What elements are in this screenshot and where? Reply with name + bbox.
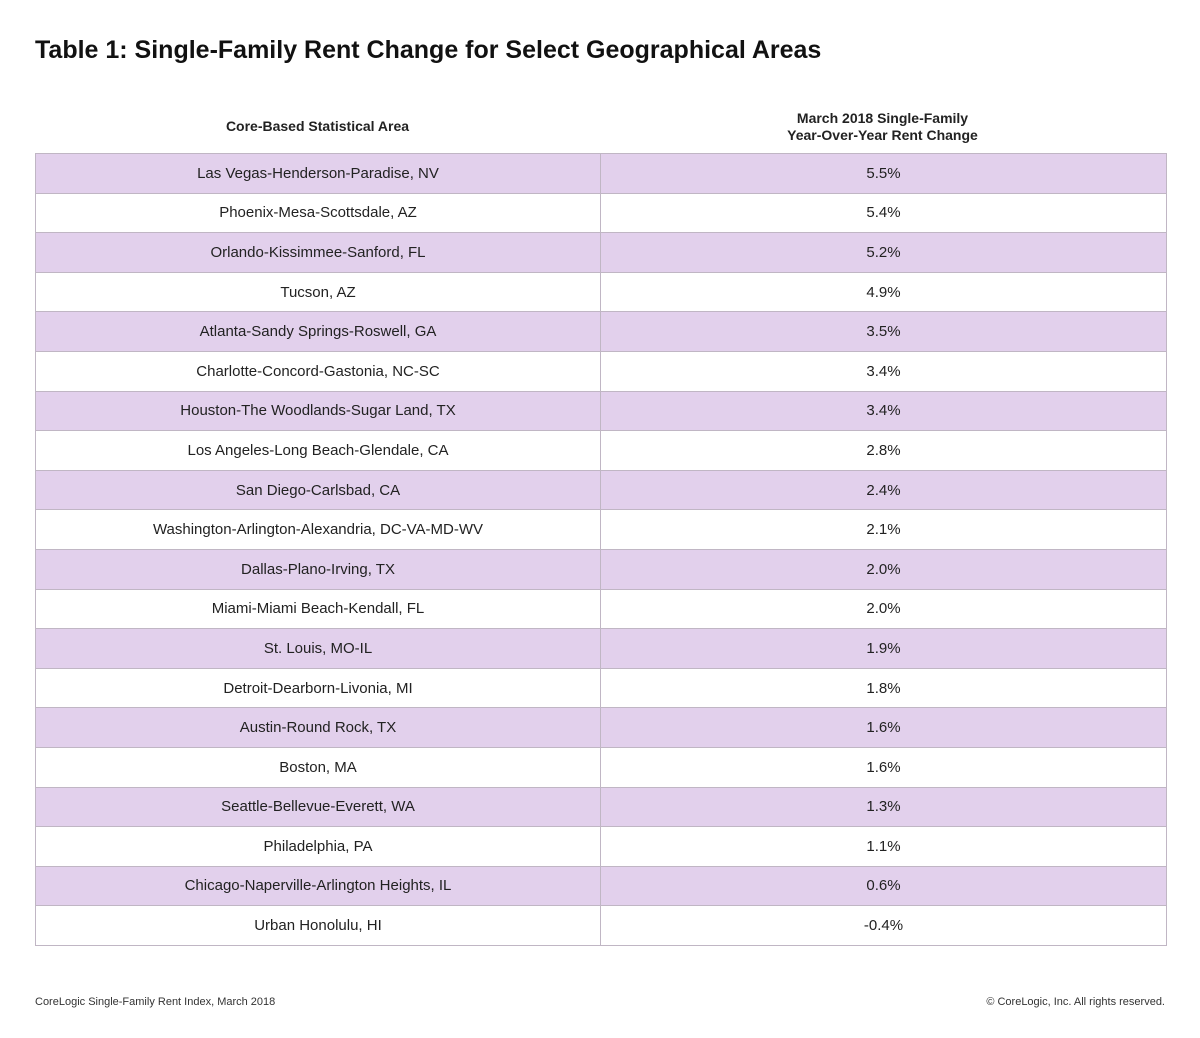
area-cell: Phoenix-Mesa-Scottsdale, AZ (36, 193, 601, 233)
rent-change-cell: 1.6% (866, 758, 901, 776)
table-row: San Diego-Carlsbad, CA 2.4% (36, 470, 1166, 511)
table-row: Austin-Round Rock, TX 1.6% (36, 708, 1166, 748)
rent-change-cell: 3.4% (866, 362, 901, 380)
area-cell: Seattle-Bellevue-Everett, WA (36, 787, 601, 827)
rent-change-cell: -0.4% (863, 917, 904, 935)
table-row: Orlando-Kissimmee-Sanford, FL 5.2% (36, 233, 1166, 273)
area-cell: Atlanta-Sandy Springs-Roswell, GA (36, 312, 601, 351)
rent-change-cell: 2.8% (866, 441, 901, 459)
rent-change-cell: 2.4% (866, 481, 901, 499)
table-row: Chicago-Naperville-Arlington Heights, IL… (36, 866, 1166, 907)
rent-change-cell: 1.1% (866, 837, 901, 855)
table-row: Atlanta-Sandy Springs-Roswell, GA 3.5% (36, 312, 1166, 352)
column-header-area: Core-Based Statistical Area (225, 118, 410, 134)
rent-change-cell: 2.1% (866, 521, 901, 539)
rent-change-cell: 1.3% (866, 798, 901, 816)
area-cell: Houston-The Woodlands-Sugar Land, TX (36, 391, 601, 431)
table-row: Tucson, AZ 4.9% (36, 272, 1166, 313)
area-cell: Urban Honolulu, HI (36, 906, 601, 945)
table-row: Detroit-Dearborn-Livonia, MI 1.8% (36, 668, 1166, 709)
table-row: Seattle-Bellevue-Everett, WA 1.3% (36, 787, 1166, 828)
rent-change-cell: 0.6% (866, 877, 901, 895)
area-cell: Miami-Miami Beach-Kendall, FL (36, 589, 601, 629)
rent-change-cell: 3.5% (866, 323, 901, 341)
area-cell: Chicago-Naperville-Arlington Heights, IL (36, 866, 601, 906)
table-row: Philadelphia, PA 1.1% (36, 827, 1166, 867)
table-row: Phoenix-Mesa-Scottsdale, AZ 5.4% (36, 193, 1166, 234)
column-header-rent-change-line2: Year-Over-Year Rent Change (787, 126, 978, 143)
area-cell: Boston, MA (36, 747, 601, 787)
area-cell: St. Louis, MO-IL (36, 629, 601, 668)
rent-change-cell: 1.9% (866, 639, 901, 657)
rent-change-cell: 2.0% (866, 600, 901, 618)
column-header-rent-change-line1: March 2018 Single-Family (796, 109, 969, 126)
table-row: Dallas-Plano-Irving, TX 2.0% (36, 549, 1166, 590)
area-cell: Detroit-Dearborn-Livonia, MI (36, 668, 601, 708)
rent-change-cell: 5.4% (866, 204, 901, 222)
table-row: Washington-Arlington-Alexandria, DC-VA-M… (36, 510, 1166, 550)
area-cell: Las Vegas-Henderson-Paradise, NV (36, 154, 601, 193)
area-cell: Orlando-Kissimmee-Sanford, FL (36, 233, 601, 272)
table-row: St. Louis, MO-IL 1.9% (36, 629, 1166, 669)
rent-change-cell: 1.6% (866, 719, 901, 737)
table-row: Los Angeles-Long Beach-Glendale, CA 2.8% (36, 431, 1166, 471)
page-title: Table 1: Single-Family Rent Change for S… (35, 36, 822, 64)
column-header-rent-change: March 2018 Single-Family Year-Over-Year … (600, 100, 1165, 153)
rent-change-cell: 4.9% (866, 283, 901, 301)
area-cell: Washington-Arlington-Alexandria, DC-VA-M… (36, 510, 601, 549)
rent-change-cell: 5.5% (866, 164, 901, 182)
table-row: Charlotte-Concord-Gastonia, NC-SC 3.4% (36, 351, 1166, 392)
table-row: Boston, MA 1.6% (36, 747, 1166, 788)
table-row: Las Vegas-Henderson-Paradise, NV 5.5% (36, 154, 1166, 194)
table-row: Miami-Miami Beach-Kendall, FL 2.0% (36, 589, 1166, 630)
area-cell: Dallas-Plano-Irving, TX (36, 549, 601, 589)
rent-change-cell: 1.8% (866, 679, 901, 697)
rent-change-table: Las Vegas-Henderson-Paradise, NV 5.5% Phoe… (35, 153, 1167, 946)
area-cell: Los Angeles-Long Beach-Glendale, CA (36, 431, 601, 470)
rent-change-cell: 5.2% (866, 243, 901, 261)
table-row: Houston-The Woodlands-Sugar Land, TX 3.4% (36, 391, 1166, 432)
copyright-note: © CoreLogic, Inc. All rights reserved. (986, 996, 1165, 1008)
table-header: Core-Based Statistical Area March 2018 S… (35, 100, 1165, 153)
area-cell: San Diego-Carlsbad, CA (36, 470, 601, 510)
table-row: Urban Honolulu, HI -0.4% (36, 906, 1166, 946)
rent-change-cell: 2.0% (866, 560, 901, 578)
source-note: CoreLogic Single-Family Rent Index, Marc… (35, 996, 276, 1008)
area-cell: Philadelphia, PA (36, 827, 601, 866)
area-cell: Tucson, AZ (36, 272, 601, 312)
rent-change-cell: 3.4% (866, 402, 901, 420)
area-cell: Charlotte-Concord-Gastonia, NC-SC (36, 351, 601, 391)
area-cell: Austin-Round Rock, TX (36, 708, 601, 747)
